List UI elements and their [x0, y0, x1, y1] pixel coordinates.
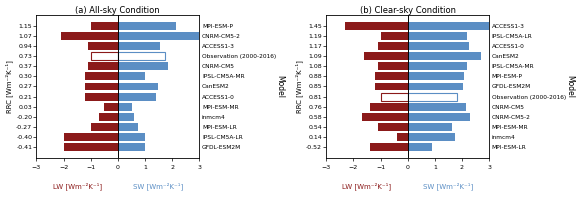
- Bar: [408, 32, 467, 40]
- Bar: [408, 72, 464, 80]
- Y-axis label: Model: Model: [276, 75, 285, 98]
- Bar: [90, 123, 118, 131]
- Bar: [408, 62, 467, 70]
- Text: LW [Wm⁻²K⁻¹]: LW [Wm⁻²K⁻¹]: [342, 183, 392, 190]
- Bar: [378, 123, 408, 131]
- Bar: [408, 93, 457, 101]
- Text: SW [Wm⁻²K⁻¹]: SW [Wm⁻²K⁻¹]: [133, 183, 184, 190]
- Bar: [408, 22, 509, 30]
- Bar: [397, 133, 408, 141]
- Bar: [90, 22, 118, 30]
- Bar: [99, 113, 118, 121]
- Bar: [408, 133, 455, 141]
- Bar: [369, 143, 408, 151]
- Bar: [118, 52, 165, 60]
- Bar: [408, 143, 432, 151]
- Bar: [118, 83, 158, 91]
- Bar: [378, 42, 408, 50]
- Bar: [408, 123, 452, 131]
- Title: (b) Clear-sky Condition: (b) Clear-sky Condition: [360, 6, 456, 14]
- Bar: [104, 103, 118, 111]
- Bar: [375, 72, 408, 80]
- Bar: [85, 93, 118, 101]
- Bar: [90, 52, 118, 60]
- Text: SW [Wm⁻²K⁻¹]: SW [Wm⁻²K⁻¹]: [423, 183, 473, 190]
- Bar: [375, 83, 408, 91]
- Bar: [118, 113, 134, 121]
- Bar: [408, 83, 463, 91]
- Bar: [118, 72, 145, 80]
- Bar: [380, 93, 408, 101]
- Bar: [118, 42, 160, 50]
- Bar: [63, 133, 118, 141]
- Bar: [369, 103, 408, 111]
- Bar: [88, 42, 118, 50]
- Bar: [408, 52, 481, 60]
- Bar: [85, 83, 118, 91]
- Bar: [118, 103, 132, 111]
- Bar: [345, 22, 408, 30]
- Bar: [408, 113, 470, 121]
- Bar: [88, 62, 118, 70]
- Bar: [380, 32, 408, 40]
- Bar: [118, 133, 145, 141]
- Bar: [408, 42, 469, 50]
- Bar: [118, 143, 145, 151]
- Y-axis label: Model: Model: [566, 75, 574, 98]
- Bar: [408, 103, 466, 111]
- Bar: [118, 22, 176, 30]
- Bar: [61, 32, 118, 40]
- Bar: [118, 123, 137, 131]
- Y-axis label: RRC [Wm⁻²K⁻¹]: RRC [Wm⁻²K⁻¹]: [296, 60, 303, 113]
- Y-axis label: RRC [Wm⁻²K⁻¹]: RRC [Wm⁻²K⁻¹]: [6, 60, 13, 113]
- Bar: [118, 62, 169, 70]
- Bar: [361, 113, 408, 121]
- Bar: [378, 62, 408, 70]
- Text: LW [Wm⁻²K⁻¹]: LW [Wm⁻²K⁻¹]: [53, 183, 102, 190]
- Bar: [364, 52, 408, 60]
- Bar: [85, 72, 118, 80]
- Title: (a) All-sky Condition: (a) All-sky Condition: [75, 6, 160, 14]
- Bar: [118, 93, 156, 101]
- Bar: [118, 32, 204, 40]
- Bar: [63, 143, 118, 151]
